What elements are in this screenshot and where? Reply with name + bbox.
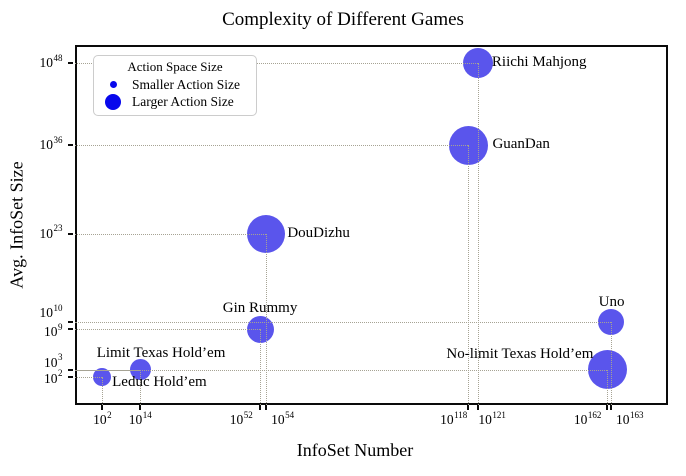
y-tick-label-10e10: 1010	[39, 302, 63, 321]
connector-v-riichi-mahjong	[477, 63, 479, 405]
x-tick-label-10e162: 10162	[573, 409, 602, 427]
x-tick-10e54	[265, 405, 268, 410]
legend: Action Space Size Smaller Action Size La…	[93, 55, 257, 116]
x-tick-label-10e54: 1054	[271, 409, 295, 427]
small-dot-icon	[100, 81, 126, 88]
legend-title: Action Space Size	[127, 59, 223, 74]
y-tick-label-10e2: 102	[44, 368, 63, 386]
connector-v-uno	[610, 322, 612, 405]
y-tick-label-10e9: 109	[44, 321, 63, 340]
point-label-gin-rummy: Gin Rummy	[222, 300, 298, 317]
connector-v-gin-rummy	[260, 329, 262, 405]
point-label-guandan: GuanDan	[492, 136, 550, 153]
connector-h-leduc-hold-em	[75, 376, 103, 378]
legend-item-label: Larger Action Size	[132, 93, 234, 109]
x-tick-10e163	[609, 405, 612, 410]
x-tick-10e162	[606, 405, 609, 410]
y-tick-label-10e3: 103	[44, 352, 63, 370]
plot-frame	[75, 45, 668, 405]
y-tick-10e3	[68, 368, 73, 371]
connector-v-doudizhu	[266, 233, 268, 405]
point-label-no-limit-texas-hold-em: No-limit Texas Hold’em	[446, 345, 594, 362]
point-label-uno: Uno	[598, 294, 625, 311]
point-label-leduc-hold-em: Leduc Hold’em	[112, 373, 207, 390]
connector-v-no-limit-texas-hold-em	[607, 369, 609, 405]
point-label-doudizhu: DouDizhu	[287, 224, 350, 241]
legend-item-larger-action: Larger Action Size	[100, 93, 250, 110]
y-tick-10e48	[68, 62, 73, 65]
connector-v-limit-texas-hold-em	[140, 369, 142, 405]
point-label-riichi-mahjong: Riichi Mahjong	[491, 54, 587, 71]
x-tick-label-10e52: 1052	[229, 409, 253, 427]
plot-area: Leduc Hold’em Limit Texas Hold’em Gin Rumm…	[75, 45, 668, 405]
x-tick-label-10e118: 10118	[440, 409, 468, 427]
legend-item-label: Smaller Action Size	[132, 76, 240, 92]
y-tick-10e23	[68, 232, 73, 235]
y-tick-label-10e23: 1023	[39, 223, 63, 241]
chart-title: Complexity of Different Games	[222, 9, 464, 30]
x-tick-10e118	[467, 405, 470, 410]
y-tick-10e36	[68, 144, 73, 147]
connector-h-uno	[75, 322, 611, 324]
x-axis-label: InfoSet Number	[296, 440, 414, 460]
connector-h-gin-rummy	[75, 329, 261, 331]
x-tick-10e52	[259, 405, 262, 410]
connector-h-doudizhu	[75, 233, 267, 235]
y-tick-10e2	[68, 375, 73, 378]
x-tick-label-10e14: 1014	[128, 409, 152, 427]
x-tick-10e14	[139, 405, 142, 410]
y-tick-10e9	[68, 328, 73, 331]
y-tick-label-10e36: 1036	[39, 134, 63, 153]
y-tick-10e10	[68, 321, 73, 324]
point-label-limit-texas-hold-em: Limit Texas Hold’em	[96, 344, 226, 361]
connector-v-guandan	[468, 145, 470, 405]
x-tick-10e2	[101, 405, 104, 410]
x-tick-10e121	[476, 405, 479, 410]
connector-h-guandan	[75, 145, 469, 147]
x-tick-label-10e163: 10163	[616, 409, 644, 427]
connector-h-riichi-mahjong	[75, 63, 478, 65]
legend-item-smaller-action: Smaller Action Size	[100, 76, 250, 93]
x-tick-label-10e2: 102	[93, 409, 112, 427]
connector-h-no-limit-texas-hold-em	[75, 369, 608, 371]
connector-v-leduc-hold-em	[102, 376, 104, 405]
y-tick-label-10e48: 1048	[39, 52, 63, 71]
x-tick-label-10e121: 10121	[478, 409, 506, 427]
large-dot-icon	[100, 93, 126, 110]
